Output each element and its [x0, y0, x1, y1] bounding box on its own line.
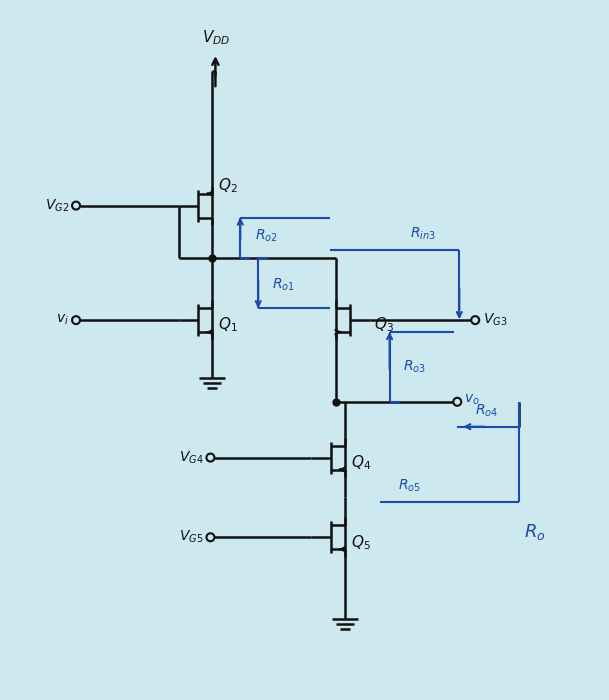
- Text: $Q_5$: $Q_5$: [351, 533, 370, 552]
- Text: $V_{G4}$: $V_{G4}$: [179, 449, 203, 466]
- Text: $V_{G5}$: $V_{G5}$: [179, 529, 203, 545]
- Text: $V_{DD}$: $V_{DD}$: [202, 29, 231, 47]
- Text: $R_{o3}$: $R_{o3}$: [403, 358, 426, 375]
- Text: $R_o$: $R_o$: [524, 522, 546, 543]
- Text: $Q_1$: $Q_1$: [219, 316, 238, 335]
- Text: $Q_2$: $Q_2$: [219, 176, 238, 195]
- Text: $R_{o4}$: $R_{o4}$: [475, 402, 498, 419]
- Text: $R_{o1}$: $R_{o1}$: [272, 277, 295, 293]
- Text: $v_o$: $v_o$: [464, 393, 480, 407]
- Text: $R_{o5}$: $R_{o5}$: [398, 478, 421, 494]
- Text: $V_{G3}$: $V_{G3}$: [483, 312, 507, 328]
- Text: $V_{G2}$: $V_{G2}$: [45, 197, 69, 214]
- Text: $Q_4$: $Q_4$: [351, 453, 371, 472]
- Text: $R_{in3}$: $R_{in3}$: [409, 226, 435, 242]
- Text: $R_{o2}$: $R_{o2}$: [255, 228, 278, 244]
- Text: $Q_3$: $Q_3$: [374, 316, 393, 335]
- Text: $v_i$: $v_i$: [56, 313, 69, 328]
